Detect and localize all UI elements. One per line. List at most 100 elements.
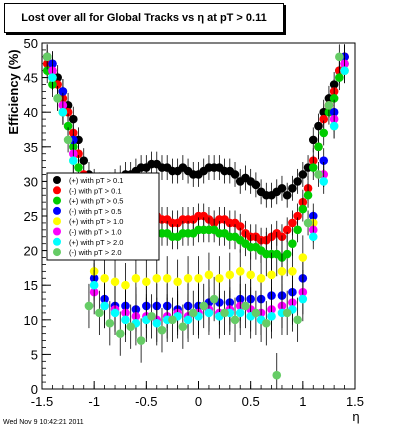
data-point	[115, 329, 125, 338]
data-point	[142, 277, 151, 287]
y-axis-label: Efficiency (%)	[6, 49, 21, 134]
data-point	[121, 315, 130, 325]
y-tick-label: 25	[24, 209, 38, 224]
data-point	[58, 107, 68, 117]
data-point	[298, 253, 308, 262]
legend-marker	[53, 227, 61, 236]
x-tick-label: 0.5	[242, 394, 260, 409]
data-point	[235, 267, 245, 276]
data-point	[314, 142, 323, 152]
legend-marker	[53, 186, 61, 195]
data-point	[277, 184, 287, 193]
data-point	[335, 73, 344, 82]
data-point	[225, 270, 235, 280]
x-tick-label: -1	[88, 394, 100, 409]
x-tick-label: 0	[195, 394, 202, 409]
data-point	[293, 177, 302, 186]
data-point	[230, 315, 240, 325]
data-point	[293, 315, 302, 325]
data-point	[100, 301, 109, 311]
timestamp-footer: Wed Nov 9 10:42:21 2011	[3, 419, 84, 426]
y-tick-label: 0	[31, 382, 38, 397]
data-point	[335, 52, 344, 62]
data-point	[235, 308, 245, 318]
data-point	[288, 218, 297, 228]
data-point	[74, 163, 83, 172]
data-point	[282, 249, 292, 259]
data-point	[84, 301, 94, 311]
data-point	[303, 190, 313, 200]
y-tick-label: 30	[24, 174, 38, 189]
data-point	[235, 222, 245, 231]
y-tick-label: 15	[24, 278, 38, 293]
data-point	[241, 301, 250, 311]
data-point	[136, 336, 146, 345]
data-point	[194, 273, 203, 283]
data-point	[329, 94, 339, 103]
legend-entry-label: (+) with pT > 0.1	[69, 176, 123, 185]
data-point	[314, 121, 323, 131]
data-point	[298, 170, 308, 179]
data-point	[63, 135, 73, 145]
data-point	[262, 318, 271, 328]
data-point	[131, 273, 141, 283]
data-point	[319, 114, 329, 124]
x-tick-label: 1	[299, 394, 306, 409]
data-point	[204, 270, 214, 280]
data-point	[293, 211, 302, 221]
data-point	[329, 121, 339, 131]
data-point	[282, 225, 292, 235]
data-point	[100, 273, 109, 283]
data-point	[89, 280, 99, 290]
data-point	[303, 218, 313, 228]
data-point	[277, 267, 287, 276]
x-axis-label: η	[352, 409, 359, 424]
data-point	[188, 308, 198, 318]
y-tick-label: 10	[24, 313, 38, 328]
data-point	[152, 273, 162, 283]
axes: -1.5 -1 -0.5 0 0.5 1 1.5 0 5 10 15 20 25 30 35 40 45 50	[24, 36, 365, 409]
y-tick-label: 5	[31, 347, 38, 362]
data-point	[152, 318, 162, 328]
data-point	[53, 94, 62, 103]
data-point	[308, 135, 318, 145]
data-point	[251, 308, 261, 318]
legend-marker	[53, 237, 61, 246]
data-point	[79, 156, 89, 165]
chart-title-box: Lost over all for Global Tracks vs η at …	[4, 3, 284, 33]
data-point	[246, 270, 255, 280]
legend-entry-label: (-) with pT > 0.1	[69, 186, 122, 195]
data-point	[69, 156, 78, 165]
legend-entry-label: (+) with pT > 1.0	[69, 217, 123, 226]
data-point	[319, 128, 329, 138]
y-tick-label: 35	[24, 140, 38, 155]
data-point	[95, 308, 104, 318]
data-point	[173, 277, 182, 287]
legend-marker	[53, 196, 61, 205]
data-point	[319, 156, 329, 165]
legend-entry-label: (-) with pT > 1.0	[69, 228, 122, 237]
legend-entry-label: (+) with pT > 0.5	[69, 197, 123, 206]
data-point	[319, 177, 329, 186]
data-point	[282, 308, 292, 318]
data-point	[199, 301, 209, 311]
data-point	[157, 325, 167, 335]
data-point	[126, 322, 135, 332]
data-point	[183, 315, 193, 325]
data-point	[314, 170, 323, 179]
data-point	[162, 273, 172, 283]
data-point	[230, 170, 240, 179]
data-point	[288, 184, 297, 193]
data-point	[105, 318, 115, 328]
data-point	[69, 114, 78, 124]
data-point	[340, 66, 349, 75]
y-tick-label: 40	[24, 105, 38, 120]
data-point	[272, 370, 282, 380]
data-point	[267, 312, 276, 321]
data-point	[42, 52, 52, 62]
y-tick-label: 50	[24, 36, 38, 51]
data-point	[58, 87, 68, 96]
data-point	[168, 315, 177, 325]
data-point	[324, 100, 334, 110]
data-point	[293, 225, 302, 235]
